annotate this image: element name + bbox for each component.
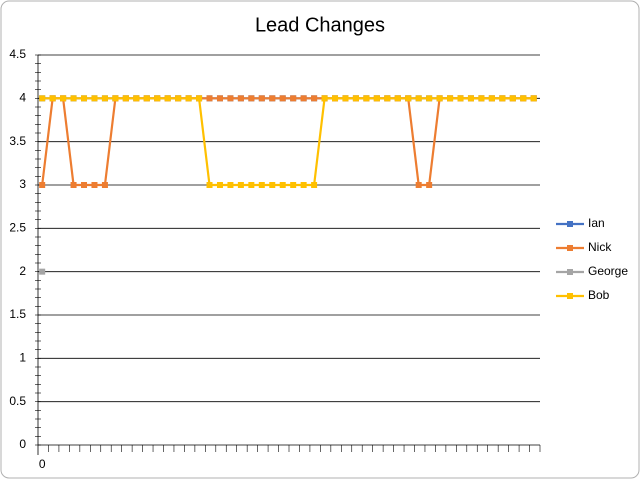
marker (321, 95, 328, 102)
marker (384, 95, 391, 102)
chart-title: Lead Changes (255, 14, 385, 36)
marker (101, 95, 108, 102)
marker (248, 95, 255, 102)
marker (530, 95, 537, 102)
y-tick-label: 3 (19, 177, 26, 191)
marker (248, 182, 255, 188)
marker (311, 95, 318, 102)
marker (227, 95, 234, 102)
legend-marker (567, 293, 573, 299)
y-tick-label: 2.5 (9, 221, 26, 235)
marker (39, 268, 46, 275)
marker (258, 182, 265, 188)
marker (216, 95, 223, 102)
marker (91, 95, 98, 102)
marker (122, 95, 129, 102)
marker (269, 95, 276, 102)
marker (101, 182, 108, 188)
marker (426, 95, 433, 102)
marker (447, 95, 454, 102)
marker (269, 182, 276, 188)
marker (70, 95, 77, 102)
marker (394, 95, 401, 102)
marker (196, 95, 203, 102)
legend-label: Bob (588, 288, 610, 302)
marker (300, 95, 307, 102)
y-tick-label: 4 (19, 91, 26, 105)
marker (488, 95, 495, 102)
marker (332, 95, 339, 102)
legend-label: George (588, 264, 628, 278)
marker (279, 95, 286, 102)
marker (520, 95, 527, 102)
marker (91, 182, 98, 188)
marker (290, 95, 297, 102)
marker (415, 182, 422, 188)
x-tick-label: 0 (39, 457, 46, 471)
legend-marker (567, 245, 573, 251)
marker (311, 182, 318, 188)
marker (143, 95, 150, 102)
marker (300, 182, 307, 188)
marker (509, 95, 516, 102)
y-tick-label: 0.5 (9, 394, 26, 408)
marker (133, 95, 140, 102)
y-tick-label: 2 (19, 264, 26, 278)
marker (39, 182, 46, 188)
marker (279, 182, 286, 188)
y-tick-label: 3.5 (9, 134, 26, 148)
marker (352, 95, 359, 102)
marker (237, 182, 244, 188)
legend-marker (567, 221, 573, 227)
marker (405, 95, 412, 102)
marker (154, 95, 161, 102)
y-tick-label: 1.5 (9, 307, 26, 321)
marker (81, 95, 88, 102)
marker (373, 95, 380, 102)
marker (436, 95, 443, 102)
marker (164, 95, 171, 102)
marker (185, 95, 192, 102)
marker (467, 95, 474, 102)
marker (216, 182, 223, 188)
marker (499, 95, 506, 102)
y-tick-label: 0 (19, 437, 26, 451)
y-tick-label: 1 (19, 351, 26, 365)
marker (49, 95, 56, 102)
marker (206, 95, 213, 102)
legend-label: Ian (588, 216, 605, 230)
marker (342, 95, 349, 102)
marker (415, 95, 422, 102)
marker (206, 182, 213, 188)
marker (237, 95, 244, 102)
marker (70, 182, 77, 188)
marker (258, 95, 265, 102)
marker (457, 95, 464, 102)
marker (175, 95, 182, 102)
legend-marker (567, 269, 573, 275)
marker (60, 95, 67, 102)
marker (81, 182, 88, 188)
y-tick-label: 4.5 (9, 47, 26, 61)
marker (227, 182, 234, 188)
marker (478, 95, 485, 102)
marker (290, 182, 297, 188)
marker (112, 95, 119, 102)
marker (426, 182, 433, 188)
marker (39, 95, 46, 102)
marker (363, 95, 370, 102)
legend-label: Nick (588, 240, 612, 254)
